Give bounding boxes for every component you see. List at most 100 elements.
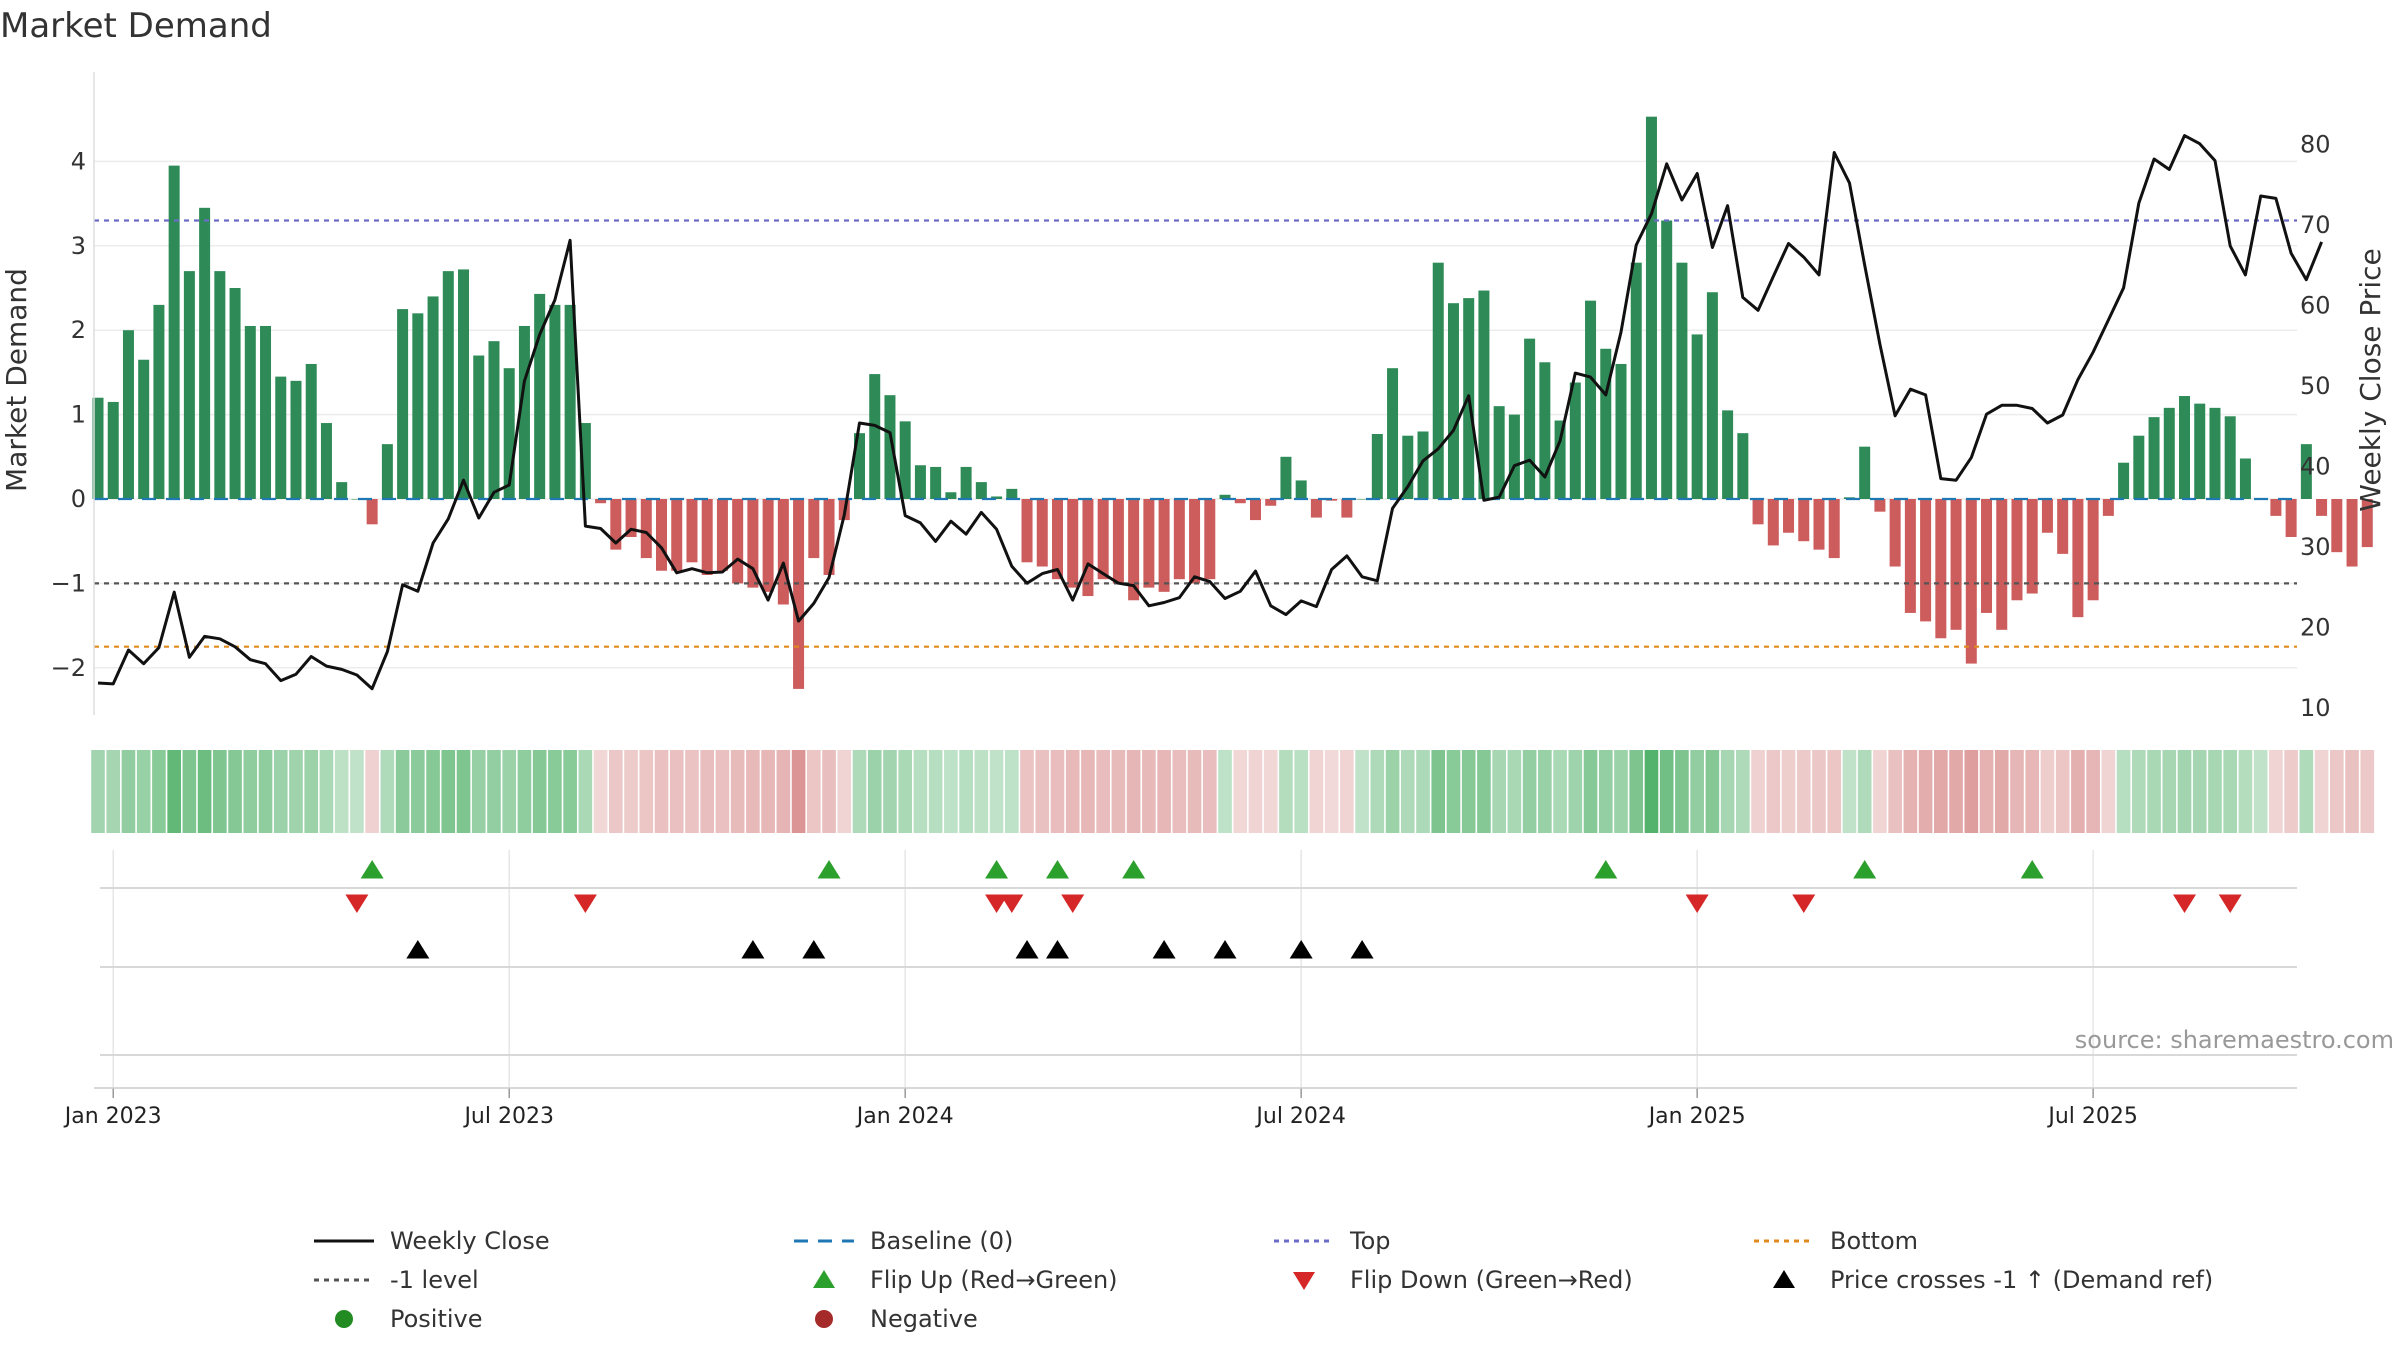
heat-strip-cell — [548, 750, 562, 833]
heat-strip-cell — [350, 750, 364, 833]
legend-positive: Positive — [312, 1304, 483, 1334]
demand-bar — [2087, 499, 2099, 601]
heat-strip-cell — [2162, 750, 2177, 833]
heat-strip-cell — [852, 750, 867, 833]
demand-bar — [1783, 499, 1795, 533]
heat-strip-cell — [761, 750, 775, 833]
demand-bar — [960, 466, 972, 499]
demand-bar — [716, 499, 728, 571]
heat-strip-cell — [91, 750, 105, 833]
demand-bar — [168, 165, 180, 499]
demand-bar — [2285, 499, 2297, 537]
heat-strip-cell — [1385, 750, 1400, 833]
demand-bar — [1082, 499, 1094, 597]
demand-bar — [1889, 499, 1901, 567]
heat-strip-cell — [1218, 750, 1232, 833]
heat-strip-cell — [2055, 750, 2070, 833]
demand-bar — [1402, 435, 1414, 499]
heat-strip-cell — [1202, 750, 1217, 833]
heat-strip-cell — [2329, 750, 2344, 833]
demand-bar — [518, 325, 530, 499]
heat-strip-cell — [213, 750, 227, 833]
legend-minus1-label: -1 level — [390, 1266, 479, 1294]
demand-bar — [1630, 262, 1642, 499]
y2-tick-label: 10 — [2300, 694, 2331, 722]
heat-strip-cell — [913, 750, 928, 833]
demand-bar — [473, 355, 485, 499]
legend-weekly-close-label: Weekly Close — [390, 1227, 550, 1255]
x-tick-label: Jan 2023 — [63, 1104, 162, 1129]
heat-strip-cell — [609, 750, 623, 833]
demand-bar — [777, 499, 789, 605]
demand-bar — [1691, 334, 1703, 499]
x-tick-label: Jul 2024 — [1254, 1104, 1346, 1129]
heat-strip-cell — [730, 750, 745, 833]
demand-bar — [656, 499, 668, 571]
heat-strip-cell — [2025, 750, 2040, 833]
heat-strip-cell — [1324, 750, 1339, 833]
heat-strip-cell — [1644, 750, 1659, 833]
demand-bar — [1828, 499, 1840, 559]
demand-bar — [153, 304, 165, 499]
heat-strip-cell — [776, 750, 791, 833]
price-cross-marker — [1350, 940, 1374, 959]
demand-bar — [138, 359, 150, 499]
demand-bar — [381, 444, 393, 499]
legend-flip-up-label: Flip Up (Red→Green) — [870, 1266, 1118, 1294]
legend-positive-icon — [312, 1304, 376, 1334]
x-tick-label: Jul 2023 — [462, 1104, 554, 1129]
demand-bar — [1295, 480, 1307, 499]
heat-strip-cell — [258, 750, 273, 833]
heat-strip-cell — [273, 750, 288, 833]
y-tick-label: 1 — [71, 401, 86, 429]
demand-bar — [1021, 499, 1033, 563]
demand-bar — [671, 499, 683, 571]
heat-strip-cell — [1233, 750, 1248, 833]
heat-strip-cell — [1142, 750, 1156, 833]
flip-down-marker — [345, 894, 369, 913]
heat-strip-cell — [411, 750, 425, 833]
heat-strip-cell — [1538, 750, 1552, 833]
flip-up-marker — [360, 860, 384, 879]
heat-strip-cell — [1248, 750, 1263, 833]
heat-strip-cell — [1279, 750, 1293, 833]
heat-strip-cell — [1614, 750, 1628, 833]
demand-bar — [2163, 407, 2175, 499]
heat-strip-cell — [456, 750, 471, 833]
demand-bar — [2209, 407, 2221, 499]
demand-bar — [2057, 499, 2069, 554]
y2-axis-label: Weekly Close Price — [2354, 248, 2387, 511]
x-tick-label: Jul 2025 — [2046, 1104, 2138, 1129]
chart-title: Market Demand — [0, 6, 272, 46]
heat-strip-cell — [2177, 750, 2192, 833]
y-axis-label: Market Demand — [0, 268, 33, 492]
price-cross-marker — [802, 940, 826, 959]
demand-bar — [290, 380, 302, 499]
demand-bar — [1204, 499, 1216, 580]
heat-strip-cell — [1568, 750, 1583, 833]
heat-strip-cell — [1949, 750, 1963, 833]
heat-strip-cell — [700, 750, 715, 833]
heat-strip-cell — [2314, 750, 2329, 833]
price-line-layer — [97, 134, 2323, 691]
heat-strip-cell — [837, 750, 852, 833]
demand-bar — [1158, 499, 1170, 592]
demand-bar — [412, 313, 424, 499]
demand-bar — [1067, 499, 1079, 588]
flip-down-marker — [985, 894, 1009, 913]
demand-bar — [305, 363, 317, 499]
heat-strip-cell — [822, 750, 836, 833]
demand-bar — [564, 304, 576, 499]
demand-bar — [595, 499, 607, 504]
heat-strip-cell — [106, 750, 121, 833]
y-tick-label: −2 — [51, 654, 86, 682]
heat-strip-cell — [1172, 750, 1187, 833]
heat-strip-cell — [1675, 750, 1689, 833]
x-tick-label: Jan 2025 — [1647, 1104, 1746, 1129]
demand-bar — [244, 325, 256, 499]
demand-bar — [397, 309, 409, 499]
flip-down-marker — [1685, 894, 1709, 913]
heat-strip-cell — [563, 750, 577, 833]
demand-bar — [2011, 499, 2023, 601]
heat-strip-cell — [624, 750, 638, 833]
